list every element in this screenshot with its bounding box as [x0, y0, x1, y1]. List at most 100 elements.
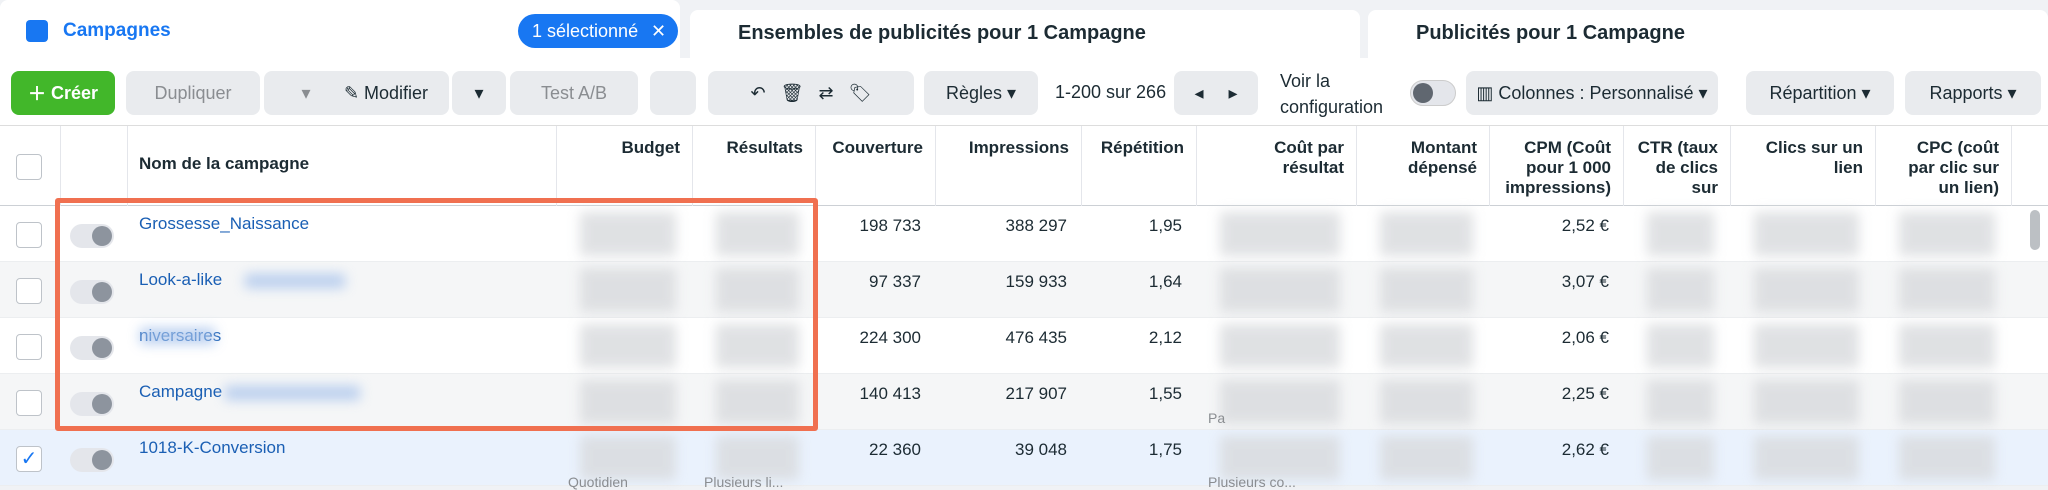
- columns-button[interactable]: ▥ Colonnes : Personnalisé ▾: [1466, 71, 1718, 115]
- label: Dupliquer: [154, 82, 232, 103]
- cell-value: 140 413: [859, 384, 921, 403]
- redacted-block: [1647, 380, 1714, 424]
- redacted-block: [1647, 268, 1714, 312]
- column-header: CTR (taux de clics sur: [1637, 138, 1718, 197]
- toggle[interactable]: [1410, 80, 1456, 106]
- tab-label: Publicités pour 1 Campagne: [1416, 22, 1685, 44]
- reports-button[interactable]: Rapports ▾: [1905, 71, 2041, 115]
- cell-value: Quotidien: [568, 474, 628, 490]
- pagination: 1-200 sur 266: [1055, 82, 1167, 102]
- cell-value: 97 337: [869, 272, 921, 291]
- row-toggle[interactable]: [70, 280, 114, 304]
- row-toggle[interactable]: [70, 224, 114, 248]
- cell-value: 2,25 €: [1561, 384, 1609, 403]
- redacted-block: [1220, 436, 1340, 480]
- label: Créer: [50, 82, 99, 103]
- column-header: Budget: [621, 138, 680, 157]
- checkbox[interactable]: [16, 154, 42, 180]
- redacted-block: [1754, 212, 1859, 256]
- redacted-block: [1754, 380, 1859, 424]
- tab-campaigns[interactable]: Campagnes 1 sélectionné ✕: [0, 0, 680, 60]
- tab-adsets[interactable]: Ensembles de publicités pour 1 Campagne: [690, 10, 1360, 60]
- cell-value: 198 733: [859, 216, 921, 235]
- column-header: Répétition: [1100, 138, 1184, 157]
- redacted-block: [1220, 268, 1340, 312]
- tab-label: Campagnes: [63, 20, 171, 41]
- column-header: CPC (coût par clic sur un lien): [1908, 138, 1999, 197]
- redacted-block: [1220, 324, 1340, 368]
- cell-value: 1,64: [1148, 272, 1182, 291]
- scrollbar: [2030, 210, 2040, 250]
- cell-value: 159 933: [1005, 272, 1067, 291]
- redacted-block: [1899, 212, 1995, 256]
- label: Répartition: [1769, 82, 1857, 103]
- redacted-block: [716, 324, 799, 368]
- ab-test-button[interactable]: Test A/B: [510, 71, 638, 115]
- label: Modifier: [364, 82, 429, 103]
- campaign-name[interactable]: 1018-K-Conversion: [139, 438, 286, 457]
- column-header: Résultats: [726, 138, 803, 157]
- row-checkbox[interactable]: [16, 222, 42, 248]
- row-toggle[interactable]: [70, 448, 114, 472]
- column-header: vu: [2023, 138, 2048, 204]
- header-border: [0, 205, 2048, 206]
- cell-value: 2,12: [1148, 328, 1182, 347]
- campaign-name[interactable]: Grossesse_Naissance: [139, 214, 310, 233]
- cell-value: 388 297: [1005, 216, 1067, 235]
- table: Nom de la campagne Budget Résultats Couvert…: [0, 126, 2048, 490]
- row-toggle[interactable]: [70, 336, 114, 360]
- create-button[interactable]: ＋ Créer: [11, 71, 115, 115]
- redacted-block: [580, 324, 676, 368]
- cell-value: 1,95: [1148, 216, 1182, 235]
- redacted-block: [1754, 436, 1859, 480]
- pager[interactable]: ◂ ▸: [1174, 71, 1258, 115]
- rules-button[interactable]: Règles ▾: [924, 71, 1038, 115]
- dropdown[interactable]: ▾: [452, 71, 506, 115]
- action-icons[interactable]: ↶ 🗑 ⇄ 🏷: [708, 71, 914, 115]
- cell-value: Plusieurs co...: [1208, 474, 1296, 490]
- breakdown-button[interactable]: Répartition ▾: [1746, 71, 1894, 115]
- redacted-block: [1380, 212, 1473, 256]
- duplicate-button[interactable]: Dupliquer: [126, 71, 260, 115]
- redacted-block: [1647, 212, 1714, 256]
- column-header: Nom de la campagne: [139, 154, 310, 173]
- highlight-box: [55, 198, 818, 431]
- cell-value: 1,55: [1148, 384, 1182, 403]
- row-checkbox[interactable]: [16, 334, 42, 360]
- column-header: Clics sur un lien: [1765, 138, 1863, 177]
- label: Colonnes : Personnalisé: [1498, 82, 1694, 103]
- redacted-block: [1220, 212, 1340, 256]
- redacted-block: [580, 212, 676, 256]
- column-header: Couverture: [832, 138, 923, 157]
- cell-value: 2,52 €: [1561, 216, 1609, 235]
- campaign-name[interactable]: Campagne: [139, 382, 223, 401]
- redacted-block: [1899, 324, 1995, 368]
- row-checkbox[interactable]: [16, 278, 42, 304]
- cell-value: Plusieurs li...: [704, 474, 784, 490]
- redacted-block: [716, 436, 799, 480]
- selection-badge[interactable]: 1 sélectionné ✕: [518, 14, 679, 48]
- icon: [26, 20, 48, 42]
- redacted-block: [716, 212, 799, 256]
- redacted-block: [1380, 380, 1473, 424]
- row-toggle[interactable]: [70, 392, 114, 416]
- label: Règles: [945, 82, 1002, 103]
- redacted-block: [1899, 380, 1995, 424]
- cell-value: 2,62 €: [1561, 440, 1609, 459]
- redacted-block: [580, 268, 676, 312]
- column-header: Coût par résultat: [1274, 138, 1344, 177]
- label: Rapports: [1929, 82, 2003, 103]
- tab-label: Ensembles de publicités pour 1 Campagne: [738, 22, 1146, 44]
- cell-value: 217 907: [1005, 384, 1067, 403]
- redacted-block: [1754, 268, 1859, 312]
- cell-value: 2,06 €: [1561, 328, 1609, 347]
- row-checkbox[interactable]: [16, 390, 42, 416]
- badge-text: 1 sélectionné: [532, 21, 639, 41]
- redacted-block: [1380, 436, 1473, 480]
- row-checkbox[interactable]: ✓: [16, 446, 42, 472]
- campaign-name[interactable]: Look-a-like: [139, 270, 223, 289]
- icon-button[interactable]: [650, 71, 696, 115]
- tab-ads[interactable]: Publicités pour 1 Campagne: [1368, 10, 2048, 60]
- edit-button[interactable]: ✎ Modifier: [323, 71, 449, 115]
